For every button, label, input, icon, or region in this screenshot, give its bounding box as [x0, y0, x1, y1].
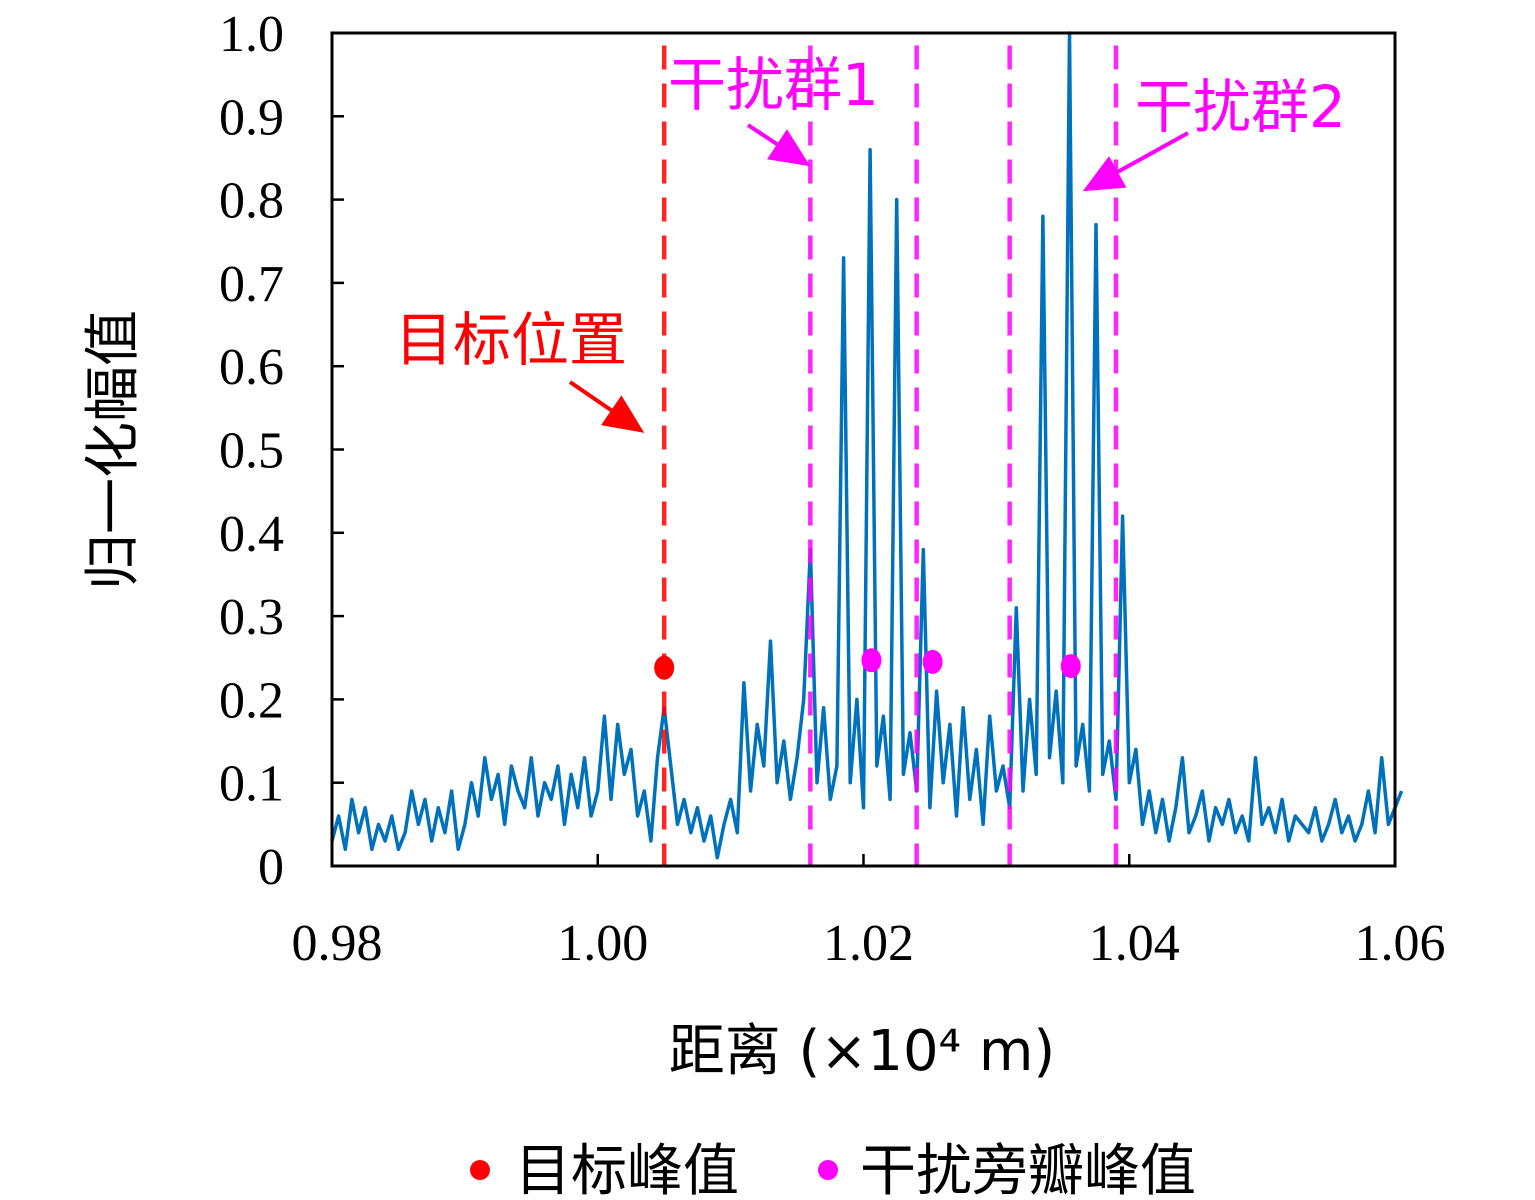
peak-marker-1-0: [861, 648, 882, 673]
annotation-arrowhead-1: [767, 129, 811, 167]
annotation-arrow-shaft-0: [568, 380, 613, 412]
x-tick-label: 1.02: [823, 915, 914, 972]
y-tick-label: 0.5: [219, 423, 284, 480]
y-tick-label: 0.2: [219, 672, 284, 729]
y-tick-label: 0.9: [219, 89, 284, 146]
peak-marker-1-1: [922, 649, 943, 674]
annotation-arrowhead-0: [601, 395, 645, 433]
peak-marker-1-2: [1060, 654, 1081, 679]
x-tick-label: 0.98: [292, 915, 383, 972]
y-axis-label: 归一化幅值: [81, 310, 146, 590]
legend: 目标峰值 干扰旁瓣峰值: [470, 1139, 1196, 1200]
plot-area: 0.98 1.00 1.02 1.04 1.06 0 0.1 0.2 0.3 0.4 0.5 0.6 0…: [219, 6, 1446, 972]
y-tick-label: 0.8: [219, 173, 284, 230]
x-tick-label: 1.04: [1089, 915, 1180, 972]
y-tick-label: 0: [258, 839, 284, 896]
annotation-label-0: 目标位置: [395, 306, 627, 374]
annotation-arrowhead-2: [1082, 156, 1127, 192]
x-axis-label: 距离 (×10⁴ m): [669, 1019, 1055, 1084]
annotation-arrow-shaft-2: [1116, 131, 1189, 174]
y-tick-label: 0.1: [219, 756, 284, 813]
y-tick-label: 0.7: [219, 256, 284, 313]
y-tick-label: 0.3: [219, 589, 284, 646]
y-tick-label: 0.4: [219, 506, 284, 563]
legend-label-jamming: 干扰旁瓣峰值: [860, 1139, 1196, 1200]
y-tick-label: 1.0: [219, 6, 284, 63]
legend-label-target: 目标峰值: [515, 1139, 739, 1200]
annotation-arrow-shaft-1: [746, 123, 779, 146]
annotation-label-2: 干扰群2: [1135, 73, 1346, 141]
legend-marker-jamming: [818, 1160, 838, 1180]
peak-marker-0-0: [654, 655, 675, 680]
annotation-label-1: 干扰群1: [668, 51, 879, 119]
x-tick-label: 1.06: [1355, 915, 1446, 972]
series-line-0: [330, 31, 1404, 860]
x-tick-label: 1.00: [557, 915, 648, 972]
legend-marker-target: [470, 1160, 490, 1180]
y-tick-label: 0.6: [219, 339, 284, 396]
